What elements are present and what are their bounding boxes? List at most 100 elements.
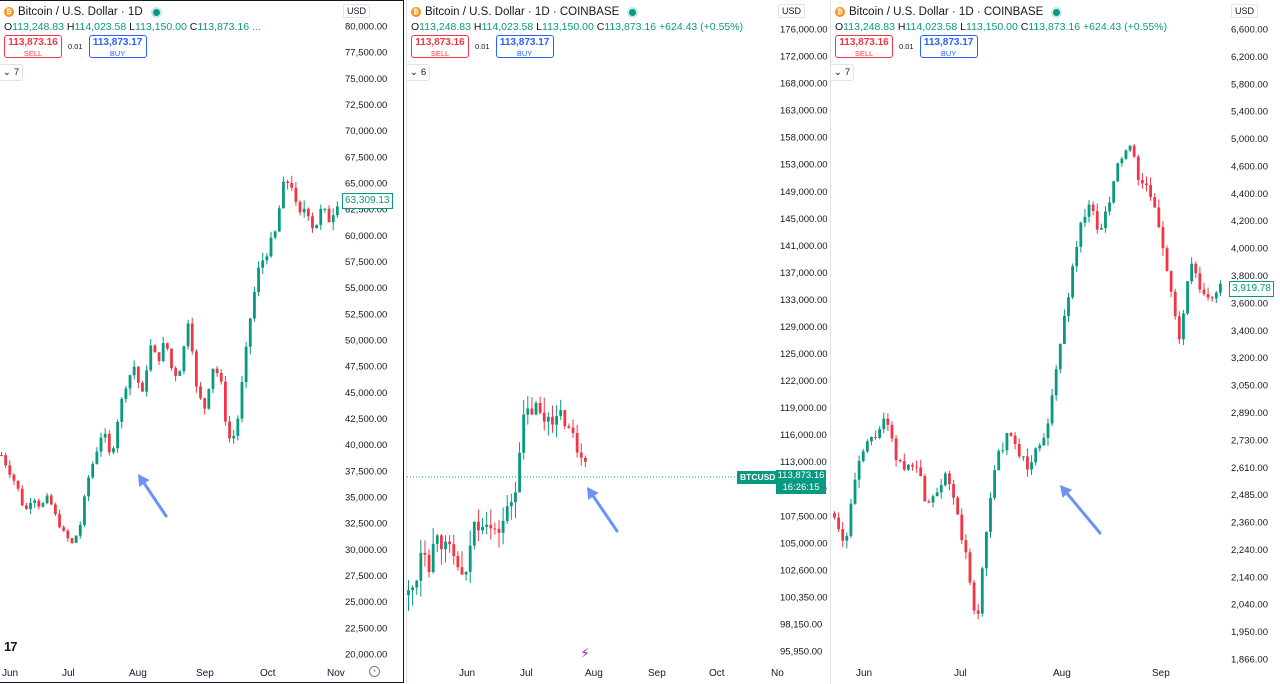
candle-body	[489, 524, 493, 529]
symbol-header[interactable]: ₿ Bitcoin / U.S. Dollar · 1D	[4, 6, 160, 18]
ohlc-legend: O113,248.83 H114,023.58 L113,150.00 C113…	[4, 21, 261, 33]
buy-price: 113,873.17	[923, 37, 974, 48]
y-tick-label: 4,200.00	[1231, 216, 1268, 227]
candle-body	[54, 504, 57, 515]
candle-body	[170, 348, 173, 369]
buy-price: 113,873.17	[499, 37, 550, 48]
y-tick-label: 5,400.00	[1231, 107, 1268, 118]
x-tick-label: Jun	[459, 668, 475, 679]
candle-body	[49, 495, 53, 505]
chart-panel-1[interactable]: 80,000.00 77,500.00 75,000.00 72,500.00 70,0…	[0, 0, 406, 684]
candle-body	[112, 448, 115, 453]
open-label: O	[411, 21, 420, 33]
ohlc-legend: O113,248.83 H114,023.58 L113,150.00 C113…	[411, 21, 743, 33]
chart-canvas-1[interactable]: 80,000.00 77,500.00 75,000.00 72,500.00 70,0…	[0, 0, 406, 684]
chart-panel-2[interactable]: 176,000.00 172,000.00 168,000.00 163,000.00…	[407, 0, 830, 684]
y-tick-label: 32,500.00	[345, 519, 387, 530]
buy-button[interactable]: 113,873.17 BUY	[495, 35, 554, 58]
indicators-toggle[interactable]: ⌄ 7	[831, 64, 854, 81]
candle-body	[224, 381, 227, 422]
candle-body	[103, 433, 107, 438]
candle-body	[1128, 145, 1132, 151]
buy-button[interactable]: 113,873.17 BUY	[88, 35, 147, 58]
open-value: 113,248.83	[12, 21, 64, 33]
indicators-toggle[interactable]: ⌄ 7	[0, 64, 23, 81]
candle-body	[62, 527, 66, 531]
candle-body	[1214, 292, 1218, 299]
sell-button[interactable]: 113,873.16 SELL	[411, 35, 469, 58]
candle-body	[968, 552, 972, 583]
sell-button[interactable]: 113,873.16 SELL	[4, 35, 62, 58]
candle-body	[997, 450, 1001, 471]
chart-canvas-2[interactable]: 176,000.00 172,000.00 168,000.00 163,000.00…	[407, 0, 830, 684]
symbol-title: Bitcoin / U.S. Dollar · 1D	[18, 6, 143, 18]
low-value: 113,150.00	[542, 21, 594, 33]
currency-button[interactable]: USD	[1231, 4, 1259, 18]
panel-divider[interactable]	[406, 0, 407, 684]
candle-body	[1132, 145, 1136, 157]
ohlc-legend: O113,248.83 H114,023.58 L113,150.00 C113…	[835, 21, 1167, 33]
lightning-icon[interactable]: ⚡	[580, 644, 590, 661]
y-tick-label: 116,000.00	[780, 430, 827, 441]
y-tick-label: 3,050.00	[1231, 381, 1268, 392]
sell-button[interactable]: 113,873.16 SELL	[835, 35, 893, 58]
x-tick-label: Aug	[585, 668, 603, 679]
panel-divider[interactable]	[830, 0, 831, 684]
candle-body	[943, 473, 947, 486]
candle-body	[116, 421, 119, 449]
candle-body	[1075, 246, 1079, 267]
candle-body	[927, 501, 931, 503]
spread-value: 0.01	[68, 42, 83, 51]
candle-body	[20, 488, 24, 506]
candle-body	[460, 567, 464, 575]
candle-body	[1071, 266, 1075, 298]
x-tick-label: Oct	[709, 668, 725, 679]
candle-body	[1079, 222, 1083, 247]
candle-body	[83, 496, 86, 525]
candle-body	[215, 368, 219, 374]
x-tick-label: Sep	[1152, 668, 1170, 679]
candle-body	[1136, 156, 1140, 181]
candle-body	[315, 224, 319, 229]
annotation-arrow-head	[138, 474, 150, 487]
y-tick-label: 6,200.00	[1231, 52, 1268, 63]
candle-body	[960, 514, 964, 541]
symbol-title: Bitcoin / U.S. Dollar · 1D · COINBASE	[849, 6, 1044, 18]
candle-body	[219, 373, 223, 382]
candle-body	[265, 256, 269, 261]
y-tick-label: 2,360.00	[1231, 518, 1268, 529]
chart-canvas-3[interactable]: 6,600.00 6,200.00 5,800.00 5,400.00 5,000.00…	[831, 0, 1280, 684]
y-tick-label: 172,000.00	[780, 52, 828, 63]
candle-body	[298, 201, 302, 213]
indicators-toggle[interactable]: ⌄ 6	[407, 64, 430, 81]
y-tick-label: 2,610.00	[1231, 463, 1268, 474]
candle-body	[935, 492, 939, 497]
candle-body	[1120, 158, 1124, 164]
tradingview-logo-icon[interactable]: 17	[4, 639, 18, 654]
candle-body	[514, 492, 517, 503]
candle-body	[452, 544, 456, 557]
candle-body	[419, 552, 423, 581]
trade-buttons: 113,873.16 SELL 0.01 113,873.17 BUY	[835, 35, 978, 58]
settings-icon[interactable]: •	[369, 666, 380, 677]
currency-button[interactable]: USD	[343, 4, 371, 18]
candle-body	[878, 429, 882, 438]
symbol-header[interactable]: ₿ Bitcoin / U.S. Dollar · 1D · COINBASE	[411, 6, 637, 18]
y-tick-label: 60,000.00	[345, 231, 387, 242]
candle-body	[186, 323, 190, 347]
candle-body	[411, 587, 415, 591]
y-tick-label: 50,000.00	[345, 336, 387, 347]
chart-panel-3[interactable]: 6,600.00 6,200.00 5,800.00 5,400.00 5,000.00…	[831, 0, 1280, 684]
sell-price: 113,873.16	[839, 37, 889, 48]
candle-body	[575, 433, 579, 453]
close-value: 113,873.16	[197, 21, 250, 33]
currency-button[interactable]: USD	[778, 4, 806, 18]
y-tick-label: 42,500.00	[345, 414, 387, 425]
candle-body	[870, 436, 873, 442]
buy-button[interactable]: 113,873.17 BUY	[919, 35, 978, 58]
candle-body	[58, 514, 61, 528]
symbol-header[interactable]: ₿ Bitcoin / U.S. Dollar · 1D · COINBASE	[835, 6, 1061, 18]
candle-body	[915, 466, 919, 468]
indicator-count: 6	[420, 67, 427, 78]
y-tick-label: 119,000.00	[780, 403, 827, 414]
